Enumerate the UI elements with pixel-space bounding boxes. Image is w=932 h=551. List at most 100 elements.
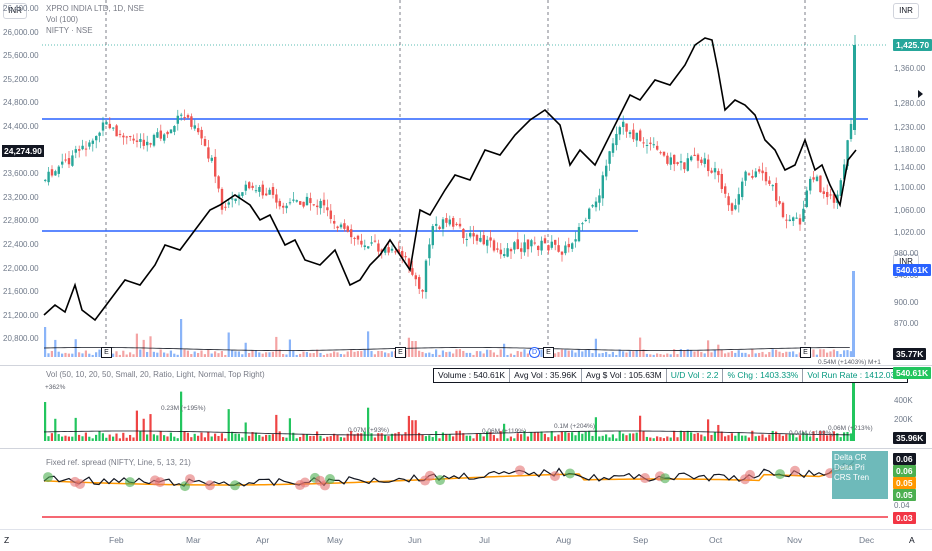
spread-pane[interactable]: Fixed ref. spread (NIFTY, Line, 5, 13, 2…	[0, 449, 932, 529]
candle	[666, 155, 669, 164]
candle	[319, 200, 322, 209]
volume-bar	[176, 438, 179, 441]
timezone-button[interactable]: Z	[4, 535, 10, 545]
volume-pane[interactable]: Vol (50, 10, 20, 50, Small, 20, Ratio, L…	[0, 359, 932, 448]
volume-bar	[486, 431, 489, 441]
nifty-compare-line	[43, 37, 857, 322]
candle	[611, 143, 615, 153]
volume-bar-light	[435, 349, 438, 357]
volume-bar-light	[540, 349, 543, 357]
candle	[200, 129, 203, 139]
candle	[57, 166, 60, 174]
candle	[458, 223, 462, 227]
volume-bar	[377, 433, 380, 441]
right-axis-label: 1,100.00	[894, 183, 926, 192]
candle	[469, 233, 472, 237]
candle	[462, 228, 465, 239]
overlay-label-delta-pri: Delta Pri	[834, 463, 865, 472]
stat-run-rate: Vol Run Rate : 1412.03%	[807, 370, 903, 380]
volume-bar	[605, 434, 608, 441]
candle	[622, 121, 625, 127]
candle	[557, 245, 560, 252]
candle	[346, 226, 349, 232]
volume-bar	[122, 432, 125, 441]
event-dividend-icon[interactable]: D	[529, 347, 540, 358]
volume-bar-light	[717, 344, 720, 357]
collapse-arrow-icon[interactable]	[918, 90, 923, 98]
candle	[203, 139, 207, 146]
volume-bar-light	[598, 353, 601, 357]
spread-signal-dot	[550, 471, 560, 482]
volume-bar	[180, 391, 183, 441]
candle	[384, 247, 387, 253]
candle	[149, 143, 152, 145]
volume-bar-light	[95, 352, 98, 357]
volume-bar	[720, 431, 723, 441]
volume-bar	[455, 430, 458, 441]
volume-bar	[472, 438, 475, 441]
candle	[285, 205, 288, 209]
volume-bar-light	[741, 352, 744, 357]
volume-bar-light	[370, 351, 373, 357]
event-earnings-icon[interactable]: E	[800, 347, 811, 358]
candle	[669, 157, 672, 165]
volume-bar	[129, 434, 132, 441]
volume-bar	[163, 435, 166, 441]
candle	[421, 290, 424, 292]
volume-bar-light	[499, 349, 502, 357]
vol-annotation: 0.04M (+109%)	[789, 430, 834, 437]
volume-bar-light	[316, 349, 319, 357]
currency-button-left[interactable]: INR	[3, 3, 27, 19]
candle	[605, 165, 608, 177]
volume-bar	[435, 431, 438, 441]
volume-bar-light	[683, 350, 686, 357]
volume-bar	[197, 435, 200, 441]
candle	[758, 169, 761, 172]
candle	[373, 240, 377, 242]
candle	[173, 125, 176, 132]
volume-bar	[581, 433, 584, 441]
volume-bar-light	[169, 350, 172, 357]
volume-bar-light	[248, 353, 251, 357]
candle	[581, 223, 584, 225]
volume-bar-light	[448, 351, 451, 357]
volume-bar	[523, 430, 526, 441]
volume-bar-light	[78, 352, 81, 357]
volume-bar-light	[645, 353, 648, 357]
candle	[839, 180, 842, 196]
candle	[747, 173, 751, 175]
right-axis-label: 980.00	[894, 249, 919, 258]
volume-bar-light	[411, 341, 414, 357]
candle	[407, 258, 411, 268]
volume-bar-light	[135, 333, 138, 357]
time-axis[interactable]	[0, 529, 932, 551]
volume-bar-light	[118, 354, 121, 357]
volume-bar-light	[560, 349, 563, 357]
volume-bar-light	[122, 350, 125, 357]
volume-bar	[560, 431, 563, 441]
volume-bar	[852, 374, 855, 441]
volume-bar-light	[322, 354, 325, 357]
currency-button-right[interactable]: INR	[893, 3, 919, 19]
auto-scale-button[interactable]: A	[909, 535, 915, 545]
candle	[47, 171, 50, 183]
pane-separator[interactable]	[0, 365, 932, 366]
volume-bar	[101, 433, 104, 441]
candle	[370, 242, 373, 244]
event-earnings-icon[interactable]: E	[543, 347, 554, 358]
candle	[241, 192, 244, 196]
volume-bar	[809, 436, 812, 441]
volume-bar	[295, 438, 298, 441]
pane-separator[interactable]	[0, 448, 932, 449]
event-earnings-icon[interactable]: E	[101, 347, 112, 358]
volume-bar-light	[764, 354, 767, 357]
price-pane[interactable]: INR XPRO INDIA LTD, 1D, NSE Vol (100) NI…	[0, 0, 932, 365]
volume-bar-light	[431, 353, 434, 357]
candle	[326, 207, 329, 211]
event-earnings-icon[interactable]: E	[395, 347, 406, 358]
volume-bar-light	[288, 339, 291, 357]
volume-legend: Vol (50, 10, 20, 50, Small, 20, Ratio, L…	[46, 370, 265, 379]
candle	[278, 200, 281, 207]
candle	[333, 220, 336, 224]
candle	[142, 139, 145, 146]
